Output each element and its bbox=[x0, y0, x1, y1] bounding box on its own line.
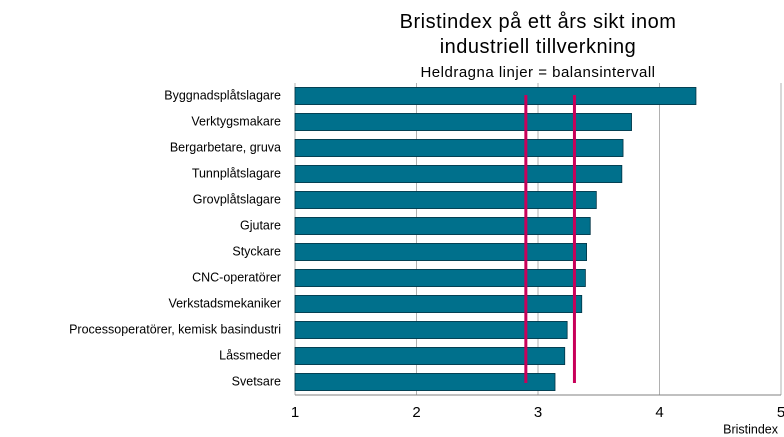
bar bbox=[294, 87, 697, 105]
y-tick-label: Verktygsmakare bbox=[191, 114, 281, 128]
y-tick-label: CNC-operatörer bbox=[192, 270, 281, 284]
x-axis-label: Bristindex bbox=[723, 422, 779, 436]
chart-title: Bristindex på ett års sikt inom industri… bbox=[399, 11, 677, 58]
x-tick-label: 4 bbox=[655, 404, 663, 421]
y-tick-label: Svetsare bbox=[232, 374, 281, 388]
bar bbox=[294, 217, 591, 235]
x-tick-label: 5 bbox=[777, 404, 784, 421]
bar bbox=[294, 165, 623, 183]
y-tick-label: Byggnadsplåtslagare bbox=[164, 88, 281, 102]
bar bbox=[294, 321, 568, 339]
y-tick-label: Låssmeder bbox=[219, 348, 281, 362]
bar bbox=[294, 243, 588, 261]
x-tick-label: 1 bbox=[291, 404, 299, 421]
bar bbox=[294, 139, 624, 157]
bar bbox=[294, 113, 632, 131]
bar bbox=[294, 295, 583, 313]
y-tick-label: Gjutare bbox=[240, 218, 281, 232]
bar bbox=[294, 347, 566, 365]
bar bbox=[294, 269, 586, 287]
x-tick-label: 3 bbox=[534, 404, 542, 421]
bar bbox=[294, 191, 597, 209]
y-tick-label: Bergarbetare, gruva bbox=[170, 140, 281, 154]
y-tick-label: Tunnplåtslagare bbox=[192, 166, 281, 180]
chart-subtitle: Heldragna linjer = balansintervall bbox=[420, 64, 656, 81]
y-tick-label: Verkstadsmekaniker bbox=[168, 296, 281, 310]
y-tick-label: Styckare bbox=[232, 244, 281, 258]
bar bbox=[294, 373, 556, 391]
y-tick-label: Grovplåtslagare bbox=[193, 192, 281, 206]
x-tick-label: 2 bbox=[412, 404, 420, 421]
y-tick-label: Processoperatörer, kemisk basindustri bbox=[69, 322, 281, 336]
